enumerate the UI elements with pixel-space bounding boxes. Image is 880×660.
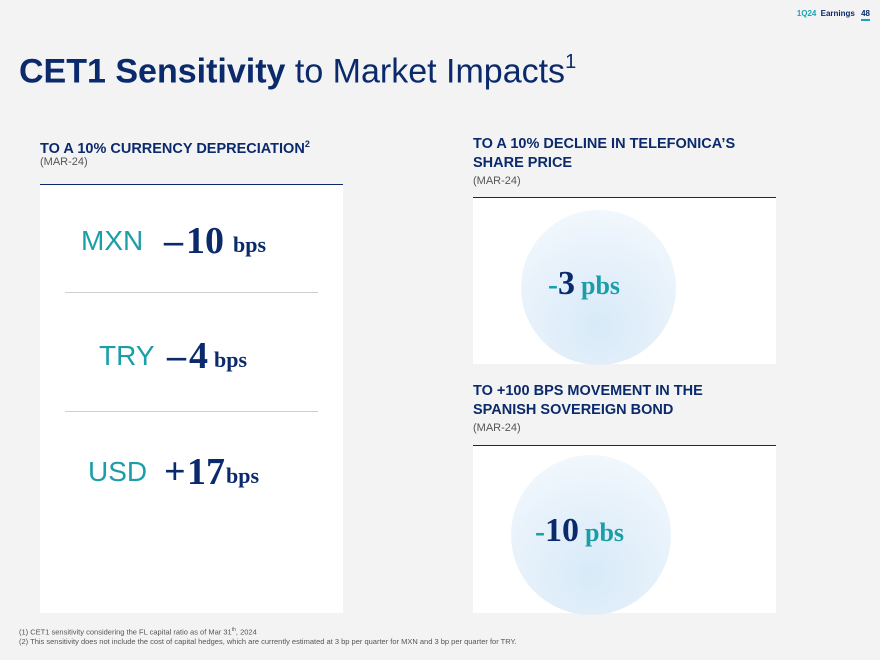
footnote-2: (2) This sensitivity does not include th… <box>19 637 517 646</box>
sensitivity-number: 3 <box>558 265 575 302</box>
sensitivity-sign: – <box>167 335 186 377</box>
sensitivity-value: 4 <box>189 335 208 377</box>
footnote-1-year: , 2024 <box>235 627 257 637</box>
currency-panel-divider <box>40 184 343 185</box>
bond-title-line2: SPANISH SOVEREIGN BOND <box>473 402 674 418</box>
sensitivity-number: 10 <box>545 512 579 549</box>
sensitivity-unit: bps <box>233 232 267 257</box>
telefonica-panel-divider <box>473 197 776 198</box>
currency-panel-footnote-marker: 2 <box>304 139 310 149</box>
sensitivity-value: 10 <box>186 220 224 262</box>
footnote-1-text: (1) CET1 sensitivity considering the FL … <box>19 627 232 637</box>
currency-row-usd: USD + 17 bps <box>40 451 343 493</box>
row-separator <box>65 292 318 293</box>
bond-panel-subtitle: (MAR-24) <box>473 422 521 434</box>
telefonica-sensitivity-value: -3 pbs <box>548 265 620 303</box>
sensitivity-sign: + <box>164 451 186 493</box>
bond-title-line1: TO +100 BPS MOVEMENT IN THE <box>473 383 703 399</box>
bond-panel-title: TO +100 BPS MOVEMENT IN THE SPANISH SOVE… <box>473 382 703 420</box>
currency-row-mxn: MXN – 10 bps <box>40 220 343 262</box>
report-label: Earnings <box>820 9 855 18</box>
bond-value-circle <box>511 455 671 615</box>
telefonica-value-circle <box>521 210 676 365</box>
sensitivity-value: 17 <box>187 451 225 493</box>
report-tag: 1Q24 <box>796 9 817 18</box>
bond-panel-divider <box>473 445 776 446</box>
telefonica-sensitivity-card: -3 pbs <box>473 198 776 365</box>
title-footnote-marker: 1 <box>565 51 577 73</box>
currency-sensitivity-card: MXN – 10 bps TRY – 4 bps USD + 17 bps <box>40 185 343 613</box>
currency-panel-title: TO A 10% CURRENCY DEPRECIATION2 <box>40 135 310 159</box>
title-bold: CET1 Sensitivity <box>19 52 286 91</box>
sensitivity-sign: – <box>164 220 183 262</box>
currency-code: TRY <box>99 340 155 371</box>
telefonica-panel-subtitle: (MAR-24) <box>473 175 521 187</box>
telefonica-panel-title: TO A 10% DECLINE IN TELEFONICA’S SHARE P… <box>473 135 735 173</box>
title-rest: to Market Impacts <box>285 52 566 91</box>
sensitivity-sign: - <box>535 515 545 548</box>
sensitivity-unit: bps <box>214 347 248 372</box>
telefonica-title-line1: TO A 10% DECLINE IN TELEFONICA’S <box>473 136 736 152</box>
row-separator <box>65 411 318 412</box>
footnote-1-ordinal: th <box>231 627 236 633</box>
bond-sensitivity-card: -10 pbs <box>473 446 776 615</box>
sensitivity-unit: bps <box>226 463 260 488</box>
currency-code: MXN <box>81 225 144 256</box>
page-title: CET1 Sensitivity to Market Impacts1 <box>19 44 576 91</box>
currency-row-try: TRY – 4 bps <box>40 335 343 377</box>
currency-code: USD <box>88 456 148 487</box>
page-number: 48 <box>861 9 870 21</box>
bond-sensitivity-value: -10 pbs <box>535 512 624 550</box>
sensitivity-unit: pbs <box>581 271 621 300</box>
telefonica-title-line2: SHARE PRICE <box>473 155 573 171</box>
sensitivity-unit: pbs <box>585 518 625 547</box>
page-header: 1Q24 Earnings 48 <box>796 9 870 21</box>
sensitivity-sign: - <box>548 268 558 301</box>
currency-panel-title-text: TO A 10% CURRENCY DEPRECIATION <box>40 140 305 157</box>
currency-panel-subtitle: (MAR-24) <box>40 156 88 168</box>
footnote-1: (1) CET1 sensitivity considering the FL … <box>19 627 257 637</box>
